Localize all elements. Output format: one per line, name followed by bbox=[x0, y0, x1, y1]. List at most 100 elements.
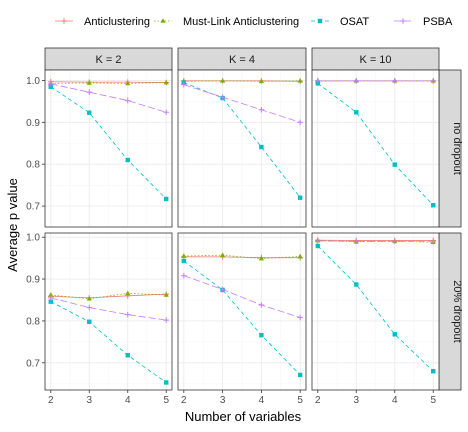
data-point-must-link-anticlustering bbox=[48, 292, 54, 297]
data-point-psba bbox=[47, 295, 54, 301]
data-point-osat bbox=[297, 195, 303, 200]
panel-k-2-20-dropout-border bbox=[44, 232, 173, 391]
data-point-psba bbox=[353, 78, 360, 84]
series-psba bbox=[181, 272, 303, 321]
legend-marker-anticlustering bbox=[61, 18, 67, 24]
data-point-osat bbox=[181, 258, 187, 264]
data-point-psba bbox=[314, 238, 321, 244]
data-point-osat bbox=[125, 353, 130, 358]
x-tick-label: 2 bbox=[315, 395, 321, 406]
x-tick-label: 3 bbox=[86, 395, 92, 406]
data-point-psba bbox=[258, 106, 265, 113]
data-point-must-link-anticlustering bbox=[258, 78, 264, 84]
series-psba bbox=[314, 78, 437, 84]
strip-label-20-dropout: 20% dropout bbox=[451, 280, 463, 342]
panel-k-10-no-dropout bbox=[311, 69, 440, 228]
data-point-psba bbox=[47, 81, 54, 87]
legend-item-psba: PSBA bbox=[394, 16, 453, 28]
data-point-osat bbox=[354, 110, 359, 115]
legend-item-must-link-anticlustering: Must-Link Anticlustering bbox=[154, 16, 299, 28]
y-tick-label: 0.9 bbox=[26, 275, 40, 286]
x-tick-label: 3 bbox=[220, 395, 226, 406]
data-point-osat bbox=[315, 243, 320, 249]
x-tick-label: 5 bbox=[430, 395, 436, 406]
facet-strips: K = 2 K = 4 K = 10 no dropout 20% dropout bbox=[44, 47, 463, 391]
data-point-psba bbox=[219, 94, 226, 101]
legend-marker-psba bbox=[400, 18, 406, 24]
legend-label-psba: PSBA bbox=[423, 16, 453, 28]
x-tick-label: 4 bbox=[125, 395, 131, 406]
data-point-must-link-anticlustering bbox=[220, 78, 226, 83]
x-axis-title: Number of variables bbox=[185, 409, 302, 424]
y-tick-label: 1.0 bbox=[26, 233, 40, 244]
series-must-link-anticlustering bbox=[181, 252, 303, 261]
data-point-osat bbox=[164, 380, 169, 385]
data-point-osat bbox=[354, 282, 359, 287]
panel-k-2-no-dropout bbox=[44, 69, 173, 228]
y-tick-label: 0.7 bbox=[26, 358, 40, 369]
data-point-osat bbox=[125, 157, 130, 163]
data-point-osat bbox=[431, 368, 436, 374]
series-line-osat bbox=[50, 86, 167, 200]
data-point-must-link-anticlustering bbox=[258, 255, 264, 261]
series-line-anticlustering bbox=[50, 293, 167, 299]
data-point-must-link-anticlustering bbox=[86, 295, 92, 301]
data-point-psba bbox=[258, 302, 265, 308]
panel-k-2-no-dropout-border bbox=[44, 69, 173, 228]
series-line-osat bbox=[317, 83, 434, 206]
data-point-psba bbox=[219, 286, 226, 293]
facet-panels bbox=[44, 69, 440, 391]
data-point-psba bbox=[391, 238, 398, 245]
data-point-must-link-anticlustering bbox=[297, 253, 303, 259]
data-point-must-link-anticlustering bbox=[86, 80, 92, 85]
series-osat bbox=[315, 243, 436, 374]
series-psba bbox=[181, 81, 303, 126]
series-line-osat bbox=[50, 301, 167, 383]
data-point-psba bbox=[314, 78, 321, 84]
strip-label-no-dropout: no dropout bbox=[451, 122, 463, 175]
series-psba bbox=[314, 238, 437, 245]
panel-k-4-no-dropout bbox=[177, 69, 307, 228]
data-point-psba bbox=[86, 304, 93, 311]
y-tick-label: 0.9 bbox=[26, 118, 40, 129]
data-point-psba bbox=[430, 78, 437, 84]
x-tick-label: 2 bbox=[181, 395, 187, 406]
legend-label-must-link-anticlustering: Must-Link Anticlustering bbox=[183, 16, 299, 28]
data-point-psba bbox=[430, 238, 437, 245]
panel-k-2-20-dropout bbox=[44, 232, 173, 391]
legend-item-anticlustering: Anticlustering bbox=[55, 16, 150, 28]
data-point-psba bbox=[353, 238, 360, 245]
legend-marker-osat bbox=[317, 18, 323, 24]
data-point-osat bbox=[431, 203, 436, 208]
data-point-must-link-anticlustering bbox=[297, 78, 303, 83]
series-psba bbox=[47, 295, 170, 323]
legend-marker-must-link-anticlustering bbox=[160, 18, 166, 23]
y-axes: 0.7 0.8 0.9 1.0 0.7 0.8 0.9 1.0 bbox=[26, 76, 45, 369]
data-point-psba bbox=[86, 89, 93, 95]
data-point-psba bbox=[163, 317, 170, 323]
series-osat bbox=[48, 299, 169, 385]
data-point-psba bbox=[391, 78, 398, 84]
data-point-psba bbox=[124, 97, 131, 104]
strip-label-k-10: K = 10 bbox=[359, 54, 391, 66]
series-line-psba bbox=[183, 84, 301, 123]
data-point-must-link-anticlustering bbox=[125, 80, 131, 86]
series-line-anticlustering bbox=[50, 81, 167, 83]
y-tick-label: 1.0 bbox=[26, 76, 40, 87]
x-tick-label: 2 bbox=[48, 395, 54, 406]
panel-k-4-no-dropout-border bbox=[177, 69, 307, 228]
data-point-osat bbox=[259, 332, 264, 338]
data-point-osat bbox=[392, 332, 397, 337]
data-point-osat bbox=[48, 299, 53, 304]
data-point-must-link-anticlustering bbox=[125, 290, 131, 296]
x-tick-label: 5 bbox=[297, 395, 303, 406]
legend-item-osat: OSAT bbox=[311, 16, 369, 28]
legend-label-osat: OSAT bbox=[340, 16, 369, 28]
y-tick-label: 0.8 bbox=[26, 316, 40, 327]
series-line-osat bbox=[183, 82, 301, 198]
data-point-psba bbox=[163, 109, 170, 116]
panel-k-4-20-dropout bbox=[177, 232, 307, 391]
x-tick-label: 3 bbox=[353, 395, 359, 406]
data-point-osat bbox=[164, 196, 169, 202]
